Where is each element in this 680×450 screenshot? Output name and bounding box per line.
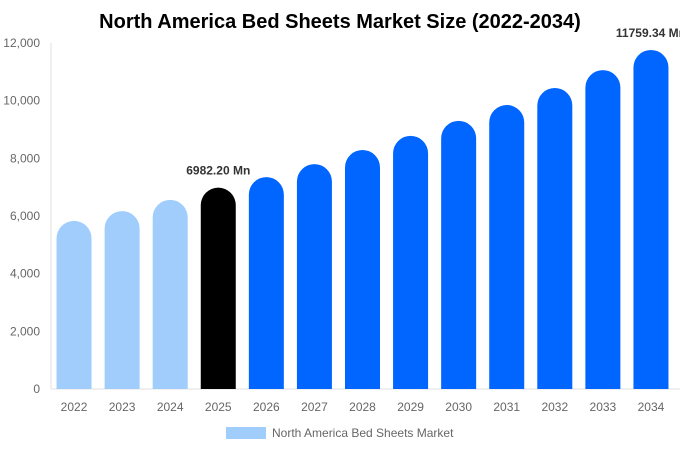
bar-2028[interactable] (345, 149, 380, 389)
bar-2030[interactable] (441, 120, 477, 389)
y-tick-label: 10,000 (3, 94, 40, 108)
legend-label: North America Bed Sheets Market (272, 426, 454, 440)
x-tick-label: 2031 (493, 400, 520, 414)
y-tick-label: 8,000 (10, 151, 40, 165)
bar-2022[interactable] (56, 220, 92, 389)
x-tick-label: 2034 (638, 400, 665, 414)
bar-2034[interactable] (633, 49, 669, 390)
bar-2029[interactable] (393, 135, 429, 389)
x-tick-label: 2030 (445, 400, 472, 414)
x-tick-label: 2033 (590, 400, 617, 414)
bar-2031[interactable] (489, 104, 525, 389)
x-tick-label: 2032 (541, 400, 568, 414)
bar-2023[interactable] (104, 211, 140, 389)
bar-2027[interactable] (296, 164, 332, 389)
bar-2032[interactable] (537, 87, 573, 389)
bar-2025[interactable] (200, 187, 236, 389)
chart-title: North America Bed Sheets Market Size (20… (99, 11, 581, 33)
x-tick-label: 2025 (205, 400, 232, 414)
y-tick-label: 6,000 (10, 209, 40, 223)
bar-2026[interactable] (248, 177, 284, 389)
y-tick-label: 0 (33, 382, 40, 396)
bar-2024[interactable] (152, 199, 188, 389)
x-tick-label: 2027 (301, 400, 328, 414)
x-tick-label: 2023 (109, 400, 136, 414)
bars: 6982.20 Mn 11759.34 Mn (56, 26, 680, 390)
data-label: 6982.20 Mn (186, 164, 250, 178)
legend-swatch (226, 427, 266, 439)
x-tick-label: 2022 (61, 400, 88, 414)
x-tick-label: 2028 (349, 400, 376, 414)
y-tick-label: 12,000 (3, 36, 40, 50)
x-axis: 2022 2023 2024 2025 2026 2027 2028 2029 2030 2031… (61, 400, 665, 414)
legend[interactable]: North America Bed Sheets Market (226, 426, 454, 440)
bar-2033[interactable] (585, 70, 621, 389)
x-tick-label: 2029 (397, 400, 424, 414)
x-tick-label: 2024 (157, 400, 184, 414)
y-tick-label: 4,000 (10, 267, 40, 281)
data-label: 11759.34 Mn (616, 26, 680, 40)
y-tick-label: 2,000 (10, 324, 40, 338)
x-tick-label: 2026 (253, 400, 280, 414)
